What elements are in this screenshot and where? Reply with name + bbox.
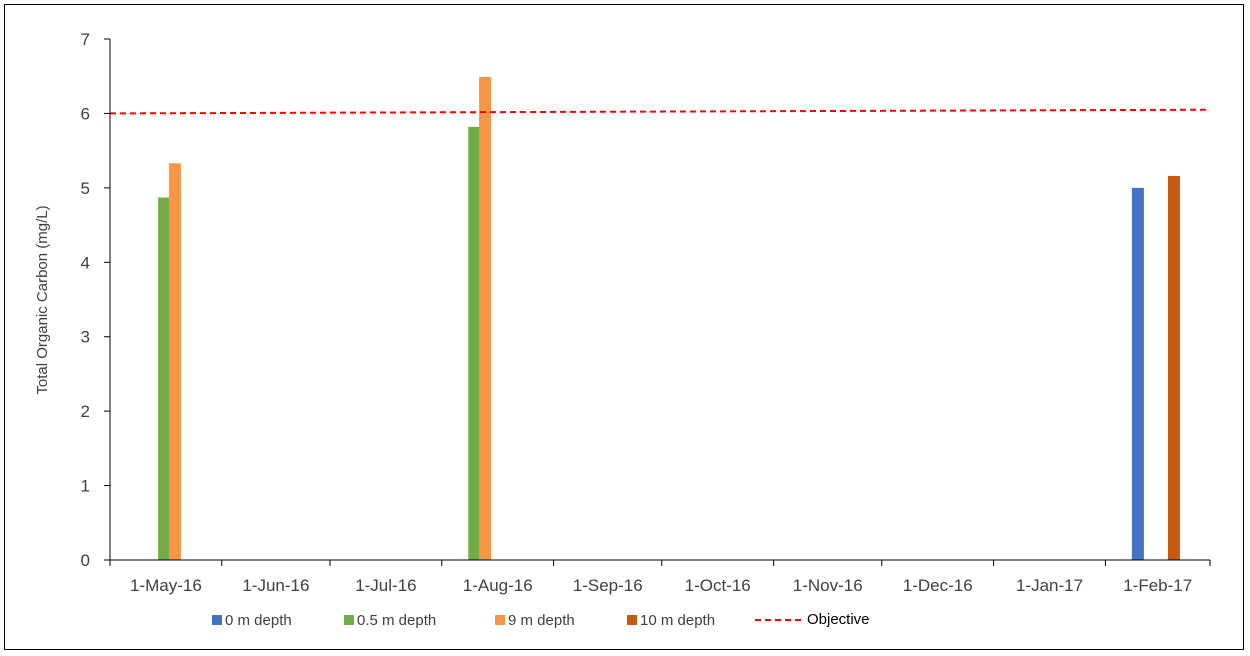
x-tick-label: 1-Feb-17 xyxy=(1123,576,1192,595)
legend-swatch xyxy=(344,615,354,625)
x-tick-label: 1-Nov-16 xyxy=(793,576,863,595)
legend: 0 m depth 0.5 m depth 9 m depth 10 m depth O… xyxy=(212,611,870,629)
axes-layer: 0 1 2 3 4 5 6 7 1-May-16 1-Jun-16 1-Jul-16 1-Aug-16… xyxy=(81,30,1211,595)
legend-label: 10 m depth xyxy=(640,612,715,629)
x-tick-label: 1-Aug-16 xyxy=(463,576,533,595)
bar xyxy=(158,197,171,561)
y-tick-label: 7 xyxy=(81,30,90,49)
x-tick-label: 1-Jun-16 xyxy=(242,576,309,595)
x-tick-label: 1-May-16 xyxy=(130,576,202,595)
bars-layer xyxy=(158,76,1180,561)
bar xyxy=(1131,187,1144,560)
y-tick-label: 2 xyxy=(81,402,90,421)
x-tick-label: 1-Sep-16 xyxy=(573,576,643,595)
legend-label: 9 m depth xyxy=(508,612,575,629)
y-tick-label: 6 xyxy=(81,104,90,123)
x-tick-label: 1-Jan-17 xyxy=(1016,576,1083,595)
y-tick-label: 1 xyxy=(81,477,90,496)
legend-swatch xyxy=(627,615,637,625)
bar xyxy=(168,163,181,560)
legend-label: 0.5 m depth xyxy=(357,612,436,629)
legend-swatch xyxy=(212,615,222,625)
bar xyxy=(468,126,481,560)
legend-label: 0 m depth xyxy=(225,612,292,629)
y-tick-label: 0 xyxy=(81,551,90,570)
bar xyxy=(1167,175,1180,560)
legend-label: Objective xyxy=(807,611,870,628)
y-tick-label: 4 xyxy=(81,253,90,272)
objective-line xyxy=(109,108,1211,115)
y-tick-label: 5 xyxy=(81,179,90,198)
legend-swatch xyxy=(495,615,505,625)
x-tick-label: 1-Dec-16 xyxy=(903,576,973,595)
bar xyxy=(479,76,492,561)
objective-layer xyxy=(109,108,1211,115)
x-tick-label: 1-Oct-16 xyxy=(685,576,751,595)
x-tick-label: 1-Jul-16 xyxy=(355,576,416,595)
y-axis-title: Total Organic Carbon (mg/L) xyxy=(34,205,51,394)
y-tick-label: 3 xyxy=(81,328,90,347)
